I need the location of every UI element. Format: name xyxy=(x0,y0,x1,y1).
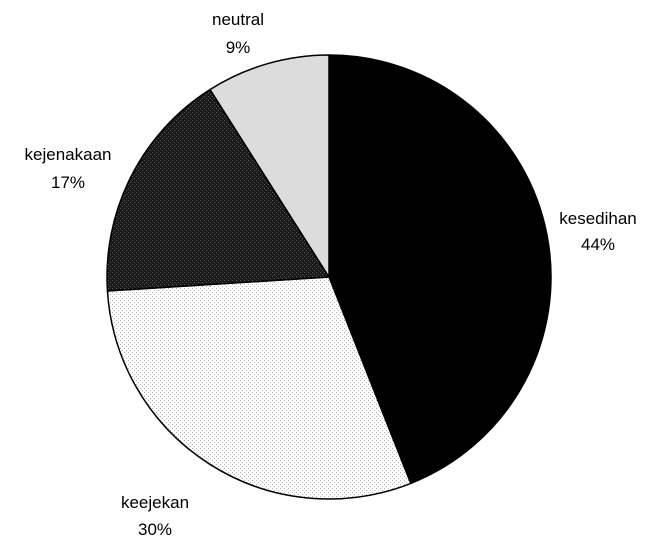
slice-percent-keejekan: 30% xyxy=(138,520,172,538)
pie-slices xyxy=(106,54,552,500)
pie-slice-kesedihan xyxy=(328,54,552,485)
pie-slice-keejekan xyxy=(106,276,412,500)
slice-label-kejenakaan: kejenakaan xyxy=(25,145,112,164)
slice-label-kesedihan: kesedihan xyxy=(559,209,637,228)
pie-labels: kesedihan 44% keejekan 30% kejenakaan 17% neut… xyxy=(25,10,637,538)
slice-percent-neutral: 9% xyxy=(226,38,251,57)
slice-percent-kesedihan: 44% xyxy=(581,235,615,254)
pie-slice-neutral xyxy=(209,54,330,278)
slice-label-keejekan: keejekan xyxy=(121,493,189,512)
slice-percent-kejenakaan: 17% xyxy=(51,173,85,192)
slice-label-neutral: neutral xyxy=(212,10,264,29)
pie-slice-kejenakaan xyxy=(106,88,330,292)
